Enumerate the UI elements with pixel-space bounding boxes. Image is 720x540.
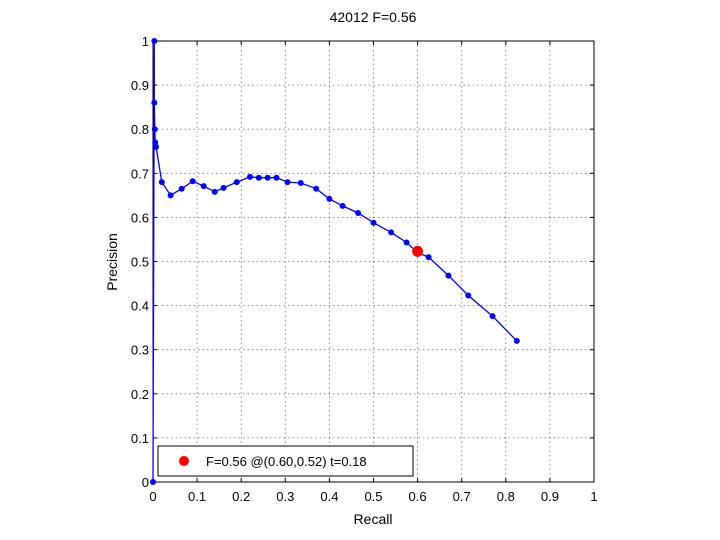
x-tick-label: 0.2 bbox=[232, 489, 250, 504]
data-point bbox=[313, 185, 320, 192]
y-tick-label: 0.4 bbox=[131, 299, 149, 314]
y-tick-label: 0.5 bbox=[131, 255, 149, 270]
x-axis-label: Recall bbox=[354, 511, 393, 527]
data-point bbox=[167, 192, 174, 199]
data-point bbox=[445, 272, 452, 279]
x-tick-label: 0.4 bbox=[320, 489, 338, 504]
y-tick-label: 0.1 bbox=[131, 431, 149, 446]
y-tick-label: 0.6 bbox=[131, 210, 149, 225]
x-tick-label: 0.3 bbox=[276, 489, 294, 504]
y-tick-labels: 0 0.1 0.2 0.3 0.4 0.5 0.6 0.7 0.8 0.9 1 bbox=[131, 34, 149, 490]
data-point bbox=[247, 173, 254, 180]
data-point bbox=[355, 209, 362, 216]
x-tick-label: 1 bbox=[590, 489, 597, 504]
x-tick-labels: 0 0.1 0.2 0.3 0.4 0.5 0.6 0.7 0.8 0.9 1 bbox=[149, 489, 597, 504]
data-point bbox=[489, 313, 496, 320]
data-point bbox=[151, 126, 158, 133]
y-tick-label: 0.7 bbox=[131, 166, 149, 181]
data-point bbox=[189, 178, 196, 185]
y-axis-label: Precision bbox=[104, 233, 120, 291]
x-tick-label: 0.9 bbox=[541, 489, 559, 504]
x-tick-label: 0.1 bbox=[188, 489, 206, 504]
y-tick-label: 0 bbox=[142, 475, 149, 490]
y-tick-label: 0.9 bbox=[131, 78, 149, 93]
data-point bbox=[151, 38, 158, 44]
y-tick-label: 0.3 bbox=[131, 343, 149, 358]
data-point bbox=[273, 174, 280, 181]
data-point bbox=[264, 174, 271, 181]
data-point bbox=[233, 179, 240, 186]
data-point bbox=[465, 292, 472, 299]
data-point bbox=[153, 143, 160, 150]
legend-marker bbox=[179, 456, 189, 466]
data-point bbox=[297, 180, 304, 187]
legend: F=0.56 @(0.60,0.52) t=0.18 bbox=[157, 445, 414, 477]
data-point bbox=[211, 188, 218, 195]
chart-title: 42012 F=0.56 bbox=[330, 9, 417, 25]
x-tick-label: 0.8 bbox=[497, 489, 515, 504]
data-point bbox=[388, 229, 395, 236]
legend-text: F=0.56 @(0.60,0.52) t=0.18 bbox=[206, 454, 367, 469]
data-point bbox=[284, 179, 291, 186]
data-point bbox=[200, 183, 207, 190]
y-tick-label: 1 bbox=[142, 34, 149, 49]
data-point bbox=[513, 337, 520, 344]
data-point bbox=[370, 219, 377, 226]
data-point bbox=[255, 174, 262, 181]
data-point bbox=[339, 202, 346, 209]
y-tick-label: 0.2 bbox=[131, 387, 149, 402]
data-point bbox=[151, 99, 158, 106]
x-tick-label: 0.7 bbox=[453, 489, 471, 504]
legend-box bbox=[157, 445, 414, 477]
data-point bbox=[220, 184, 227, 191]
y-tick-label: 0.8 bbox=[131, 122, 149, 137]
x-tick-label: 0 bbox=[149, 489, 156, 504]
data-point bbox=[326, 195, 333, 202]
data-point bbox=[425, 254, 432, 261]
data-point bbox=[178, 185, 185, 192]
data-point bbox=[150, 479, 156, 485]
f-score-point bbox=[412, 245, 424, 257]
x-tick-label: 0.5 bbox=[364, 489, 382, 504]
data-point bbox=[158, 179, 165, 186]
x-tick-label: 0.6 bbox=[409, 489, 427, 504]
data-point bbox=[403, 239, 410, 246]
grid bbox=[153, 41, 594, 482]
series-layer bbox=[150, 38, 520, 485]
